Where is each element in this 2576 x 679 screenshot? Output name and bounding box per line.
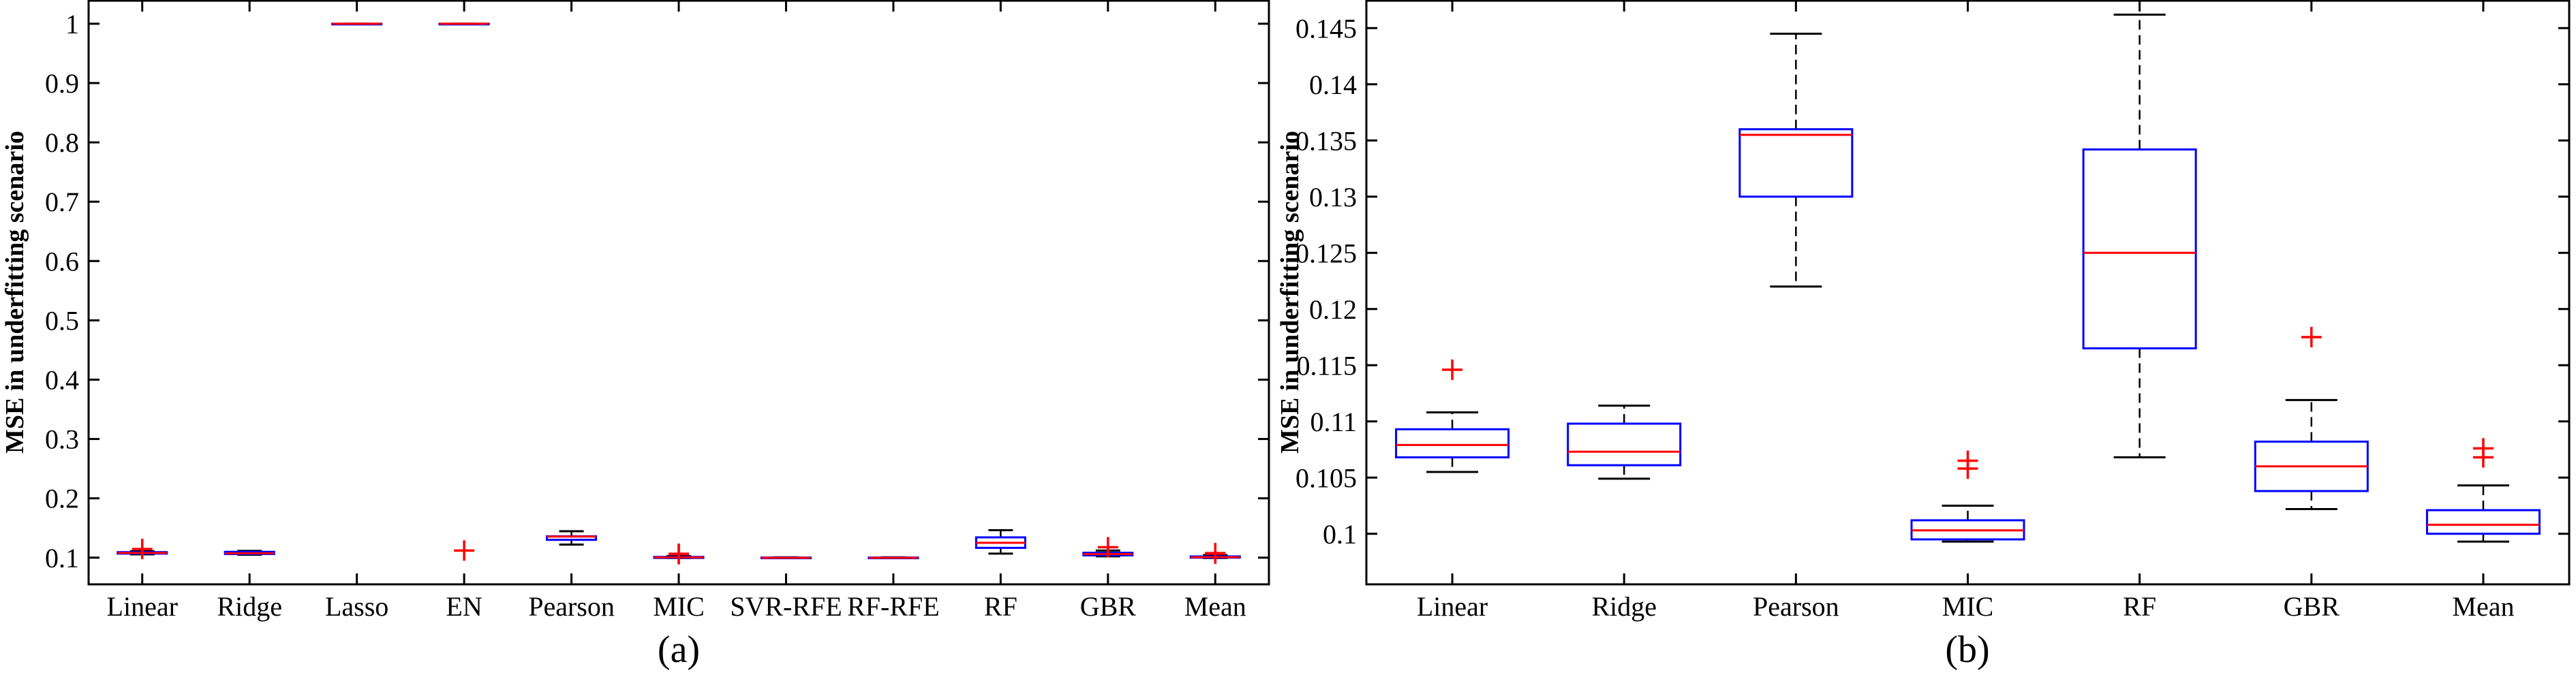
x-tick-label: Ridge (217, 591, 282, 622)
y-axis-label: MSE in underfitting scenario (1, 131, 29, 454)
x-tick-label: Mean (2452, 591, 2514, 622)
x-tick-label: Linear (1417, 591, 1488, 622)
x-tick-label: GBR (1080, 591, 1137, 622)
x-tick-label: SVR-RFE (730, 591, 842, 622)
plot-frame (87, 0, 1270, 586)
x-tick-label: GBR (2284, 591, 2340, 622)
panel-caption: (b) (1945, 629, 1989, 671)
outlier-marker (669, 543, 689, 565)
x-tick-label: Pearson (528, 591, 615, 622)
y-tick-label: 0.125 (1295, 238, 1357, 268)
x-tick-label: RF (2123, 591, 2156, 622)
outlier-marker (454, 540, 475, 561)
y-tick-label: 0.145 (1295, 13, 1357, 44)
box-iqr (2082, 148, 2197, 349)
box-iqr (1395, 428, 1510, 459)
outlier-marker (132, 539, 153, 560)
outlier-marker (1205, 543, 1226, 564)
x-tick-label: RF-RFE (847, 591, 940, 622)
y-axis-label: MSE in underfitting scenario (1276, 131, 1304, 454)
y-tick-label: 0.13 (1309, 182, 1357, 212)
x-tick-label: EN (446, 591, 482, 622)
y-tick-label: 0.3 (45, 424, 79, 455)
outlier-marker (1957, 450, 1978, 471)
y-tick-label: 0.5 (45, 305, 79, 336)
y-tick-label: 0.7 (45, 187, 79, 217)
x-tick-label: Lasso (325, 591, 388, 622)
outlier-marker (1097, 537, 1118, 558)
y-tick-label: 0.1 (45, 543, 79, 573)
panel-a-chart: 0.1 0.2 0.3 0.4 0.5 0.6 0.7 0.8 0.9 1 Linear Ridge L… (1, 0, 1270, 671)
x-tick-label: Linear (107, 591, 178, 622)
y-tick-label: 0.105 (1295, 462, 1357, 493)
y-tick-label: 0.9 (45, 68, 79, 99)
box-iqr (1738, 128, 1854, 198)
x-tick-label: Mean (1184, 591, 1246, 622)
x-tick-label: MIC (1942, 591, 1994, 622)
outlier-marker (2472, 438, 2494, 459)
y-tick-label: 0.14 (1309, 69, 1357, 100)
x-tick-label: RF (984, 591, 1017, 622)
y-tick-label: 0.12 (1309, 294, 1357, 325)
plot-frame (1365, 0, 2571, 586)
panel-caption: (a) (658, 629, 700, 671)
box-iqr (1567, 422, 1682, 467)
x-tick-label: MIC (653, 591, 705, 622)
box-iqr (2425, 509, 2541, 535)
y-tick-label: 0.2 (45, 484, 79, 514)
x-tick-label: Ridge (1591, 591, 1657, 622)
y-tick-label: 0.8 (45, 127, 79, 158)
y-tick-label: 0.11 (1310, 407, 1357, 437)
outlier-marker (1442, 359, 1463, 380)
panel-b-chart: 0.1 0.105 0.11 0.115 0.12 0.125 0.13 0.135 0.14 0… (1276, 0, 2571, 671)
y-tick-label: 0.4 (45, 364, 79, 395)
y-tick-label: 0.6 (45, 246, 79, 277)
y-tick-label: 0.1 (1323, 519, 1357, 550)
outlier-marker (2301, 327, 2322, 347)
x-tick-label: Pearson (1753, 591, 1839, 622)
y-tick-label: 0.115 (1296, 350, 1357, 381)
y-tick-label: 1 (65, 9, 79, 40)
y-tick-label: 0.135 (1295, 125, 1357, 156)
